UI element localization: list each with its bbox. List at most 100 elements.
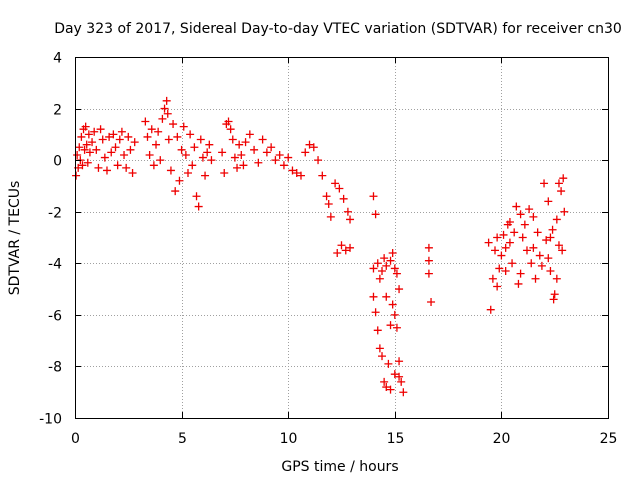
data-point [395, 285, 404, 294]
data-point [554, 179, 563, 188]
data-point [510, 228, 519, 237]
data-point [83, 158, 92, 167]
data-point [508, 259, 517, 268]
data-point [72, 171, 81, 180]
data-point [486, 305, 495, 314]
data-point [100, 153, 109, 162]
data-point [527, 259, 536, 268]
data-point [166, 166, 175, 175]
data-point [505, 218, 514, 227]
data-point [371, 308, 380, 317]
data-point [382, 261, 391, 270]
data-point [203, 148, 212, 157]
data-point [147, 125, 156, 134]
data-point [390, 264, 399, 273]
data-point [226, 125, 235, 134]
data-point [493, 233, 502, 242]
data-point [491, 246, 500, 255]
data-point [301, 148, 310, 157]
data-point [128, 169, 137, 178]
data-point [373, 259, 382, 268]
data-point [424, 269, 433, 278]
data-point [369, 264, 378, 273]
data-point [201, 171, 210, 180]
data-point [109, 130, 118, 139]
data-point [183, 169, 192, 178]
data-point [158, 114, 167, 123]
data-point [529, 212, 538, 221]
data-point [113, 161, 122, 170]
data-point [117, 127, 126, 136]
data-point [346, 243, 355, 252]
data-point [120, 150, 129, 159]
data-point [516, 210, 525, 219]
data-point [505, 238, 514, 247]
data-point [126, 145, 135, 154]
data-point [522, 246, 531, 255]
data-point [284, 153, 293, 162]
data-point [501, 243, 510, 252]
data-point [397, 377, 406, 386]
data-point [85, 148, 94, 157]
data-point [205, 140, 214, 149]
data-point [554, 241, 563, 250]
data-point [190, 143, 199, 152]
data-point [533, 228, 542, 237]
y-tick-label: -2 [48, 206, 62, 222]
data-point [186, 130, 195, 139]
data-point [375, 344, 384, 353]
data-point [314, 156, 323, 165]
data-point [105, 132, 114, 141]
data-points [72, 96, 569, 397]
data-point [169, 120, 178, 129]
data-point [537, 261, 546, 270]
data-point [152, 140, 161, 149]
data-point [399, 388, 408, 397]
data-point [371, 210, 380, 219]
x-tick-label: 15 [387, 431, 405, 447]
data-point [192, 192, 201, 201]
data-point [177, 145, 186, 154]
data-point [386, 321, 395, 330]
data-point [267, 143, 276, 152]
data-point [382, 383, 391, 392]
data-point [164, 135, 173, 144]
data-point [544, 197, 553, 206]
data-point [235, 140, 244, 149]
data-point [386, 385, 395, 394]
data-point [122, 163, 131, 172]
data-point [241, 138, 250, 147]
data-point [179, 122, 188, 131]
data-point [145, 150, 154, 159]
data-point [218, 148, 227, 157]
data-point [395, 357, 404, 366]
data-point [341, 246, 350, 255]
data-point [331, 179, 340, 188]
data-point [386, 256, 395, 265]
data-point [173, 132, 182, 141]
data-point [322, 192, 331, 201]
plot-frame [75, 57, 609, 419]
data-point [395, 372, 404, 381]
data-point [542, 236, 551, 245]
data-point [233, 163, 242, 172]
data-point [196, 135, 205, 144]
data-point [239, 161, 248, 170]
data-point [245, 130, 254, 139]
data-point [525, 205, 534, 214]
data-point [375, 274, 384, 283]
y-tick-label: -8 [48, 360, 62, 376]
data-point [88, 138, 97, 147]
grid-lines [75, 57, 608, 418]
data-point [96, 125, 105, 134]
data-point [390, 310, 399, 319]
data-point [427, 297, 436, 306]
data-point [149, 161, 158, 170]
data-point [497, 251, 506, 260]
data-point [518, 233, 527, 242]
data-point [559, 174, 568, 183]
data-point [326, 212, 335, 221]
data-point [548, 225, 557, 234]
data-point [392, 323, 401, 332]
